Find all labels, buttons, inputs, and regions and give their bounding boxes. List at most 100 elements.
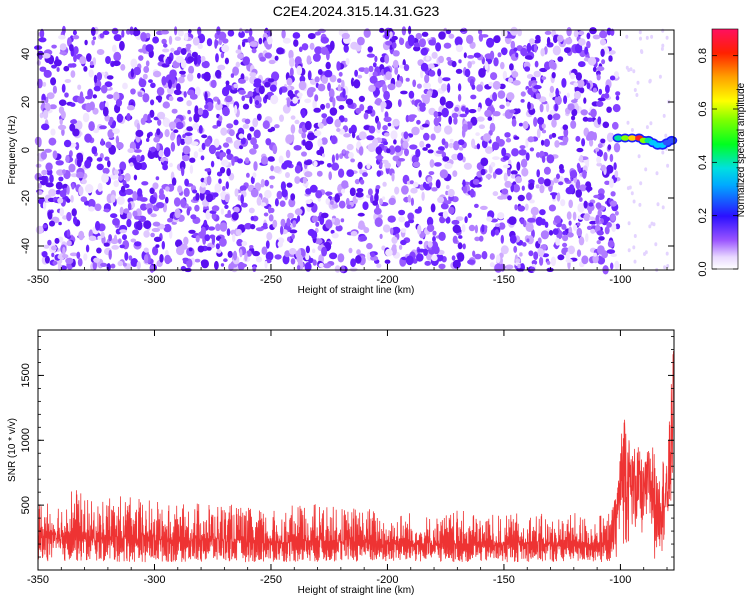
spectrogram-cell — [222, 106, 230, 117]
spectrogram-cell — [225, 95, 233, 103]
spectrogram-cell — [186, 207, 191, 216]
spectrogram-cell — [182, 145, 191, 155]
spectrogram-cell — [596, 240, 601, 245]
spectrogram-cell — [535, 92, 542, 100]
spectrogram-cell — [415, 32, 422, 40]
spectrogram-cell — [100, 262, 108, 267]
spectrogram-cell — [175, 121, 184, 130]
spectrogram-cell — [630, 191, 634, 196]
spectrogram-cell — [590, 108, 597, 118]
spectrogram-cell — [231, 156, 235, 166]
spectrogram-cell — [520, 91, 526, 97]
spectrogram-cell — [61, 83, 66, 93]
spectrogram-cell — [329, 40, 335, 51]
spectrogram-cell — [596, 149, 604, 158]
spectrogram-cell — [132, 210, 138, 218]
spectrogram-cell — [42, 201, 47, 210]
spectrogram-cell — [493, 57, 499, 67]
spectrogram-cell — [197, 245, 205, 253]
spectrogram-cell — [78, 186, 84, 196]
spectrogram-cell — [249, 148, 257, 155]
spectrogram-cell — [412, 181, 419, 188]
spectrogram-cell — [539, 103, 544, 113]
spectrogram-cell — [478, 33, 484, 42]
spectrogram-cell — [193, 112, 200, 123]
spectrogram-cell — [95, 220, 101, 231]
spectrogram-cell — [541, 76, 547, 80]
spectrogram-cell — [575, 189, 582, 198]
spectrogram-cell — [250, 137, 257, 146]
x-tick-label: -250 — [260, 574, 282, 586]
spectrogram-cell — [64, 92, 69, 98]
spectrogram-cell — [184, 135, 193, 145]
spectrogram-cell — [600, 138, 606, 144]
spectrogram-cell — [212, 192, 219, 198]
spectrogram-cell — [72, 30, 77, 36]
spectrogram-cell — [487, 116, 493, 121]
spectrogram-cell — [403, 64, 410, 72]
spectrogram-cell — [85, 184, 94, 194]
spectrogram-cell — [489, 262, 495, 268]
spectrogram-cell — [549, 85, 555, 93]
spectrogram-cell — [188, 229, 196, 234]
spectrogram-cell — [385, 40, 393, 46]
spectrogram-cell — [149, 109, 155, 118]
spectrogram-cell — [432, 236, 436, 243]
spectrogram-cell — [364, 67, 369, 75]
spectrogram-cell — [170, 47, 175, 53]
spectrogram-cell — [384, 259, 391, 264]
spectrogram-cell — [490, 229, 496, 237]
spectrogram-cell — [252, 250, 260, 257]
spectrogram-cell — [520, 99, 525, 103]
spectrogram-cell — [287, 236, 291, 242]
spectrogram-cell — [421, 191, 425, 201]
spectrogram-cell — [338, 168, 345, 178]
spectrogram-cell — [488, 81, 494, 87]
spectrogram-cell — [174, 208, 181, 219]
spectrogram-cell — [345, 58, 350, 66]
spectrogram-cell — [47, 210, 53, 220]
spectrogram-cell — [58, 221, 62, 226]
spectrogram-cell — [42, 224, 48, 229]
spectrogram-cell — [501, 147, 507, 157]
spectrogram-cell — [425, 55, 430, 61]
spectrogram-cell — [224, 57, 229, 65]
spectrogram-cell — [108, 249, 112, 260]
spectrogram-cell — [580, 109, 588, 116]
spectrogram-cell — [165, 58, 169, 66]
spectrogram-cell — [93, 128, 99, 134]
spectrogram-cell — [160, 30, 170, 35]
spectrogram-cell — [588, 202, 594, 207]
spectrogram-cell — [197, 107, 204, 116]
spectrogram-cell — [289, 229, 298, 234]
spectrogram-cell — [386, 148, 391, 154]
spectrogram-cell — [233, 119, 239, 126]
spectrogram-cell — [435, 42, 442, 52]
spectrogram-cell — [279, 200, 286, 207]
spectrogram-cell — [298, 46, 303, 53]
spectrogram-cell — [296, 92, 303, 97]
spectrogram-cell — [41, 251, 48, 258]
spectrogram-cell — [216, 26, 221, 36]
spectrogram-cell — [429, 159, 435, 168]
spectrogram-cell — [189, 93, 198, 100]
spectrogram-cell — [399, 37, 405, 46]
spectrogram-cell — [663, 265, 667, 270]
snr-y-axis-label: SNR (10 * v/v) — [7, 418, 18, 482]
spectrogram-cell — [66, 211, 72, 222]
spectrogram-cell — [399, 64, 406, 69]
spectrogram-cell — [363, 28, 371, 38]
spectrogram-cell — [115, 135, 120, 145]
spectrogram-cell — [71, 208, 77, 217]
spectrogram-cell — [262, 120, 270, 130]
spectrogram-cell — [169, 229, 173, 239]
spectrogram-cell — [448, 206, 455, 215]
spectrogram-cell — [512, 80, 521, 86]
spectrogram-cell — [473, 52, 481, 58]
spectrogram-cell — [242, 103, 250, 110]
snr-x-axis-label: Height of straight line (km) — [298, 585, 415, 596]
spectrogram-cell — [288, 198, 296, 208]
spectrogram-cell — [392, 50, 400, 57]
spectrogram-cell — [320, 36, 329, 44]
spectrogram-cell — [597, 116, 602, 125]
